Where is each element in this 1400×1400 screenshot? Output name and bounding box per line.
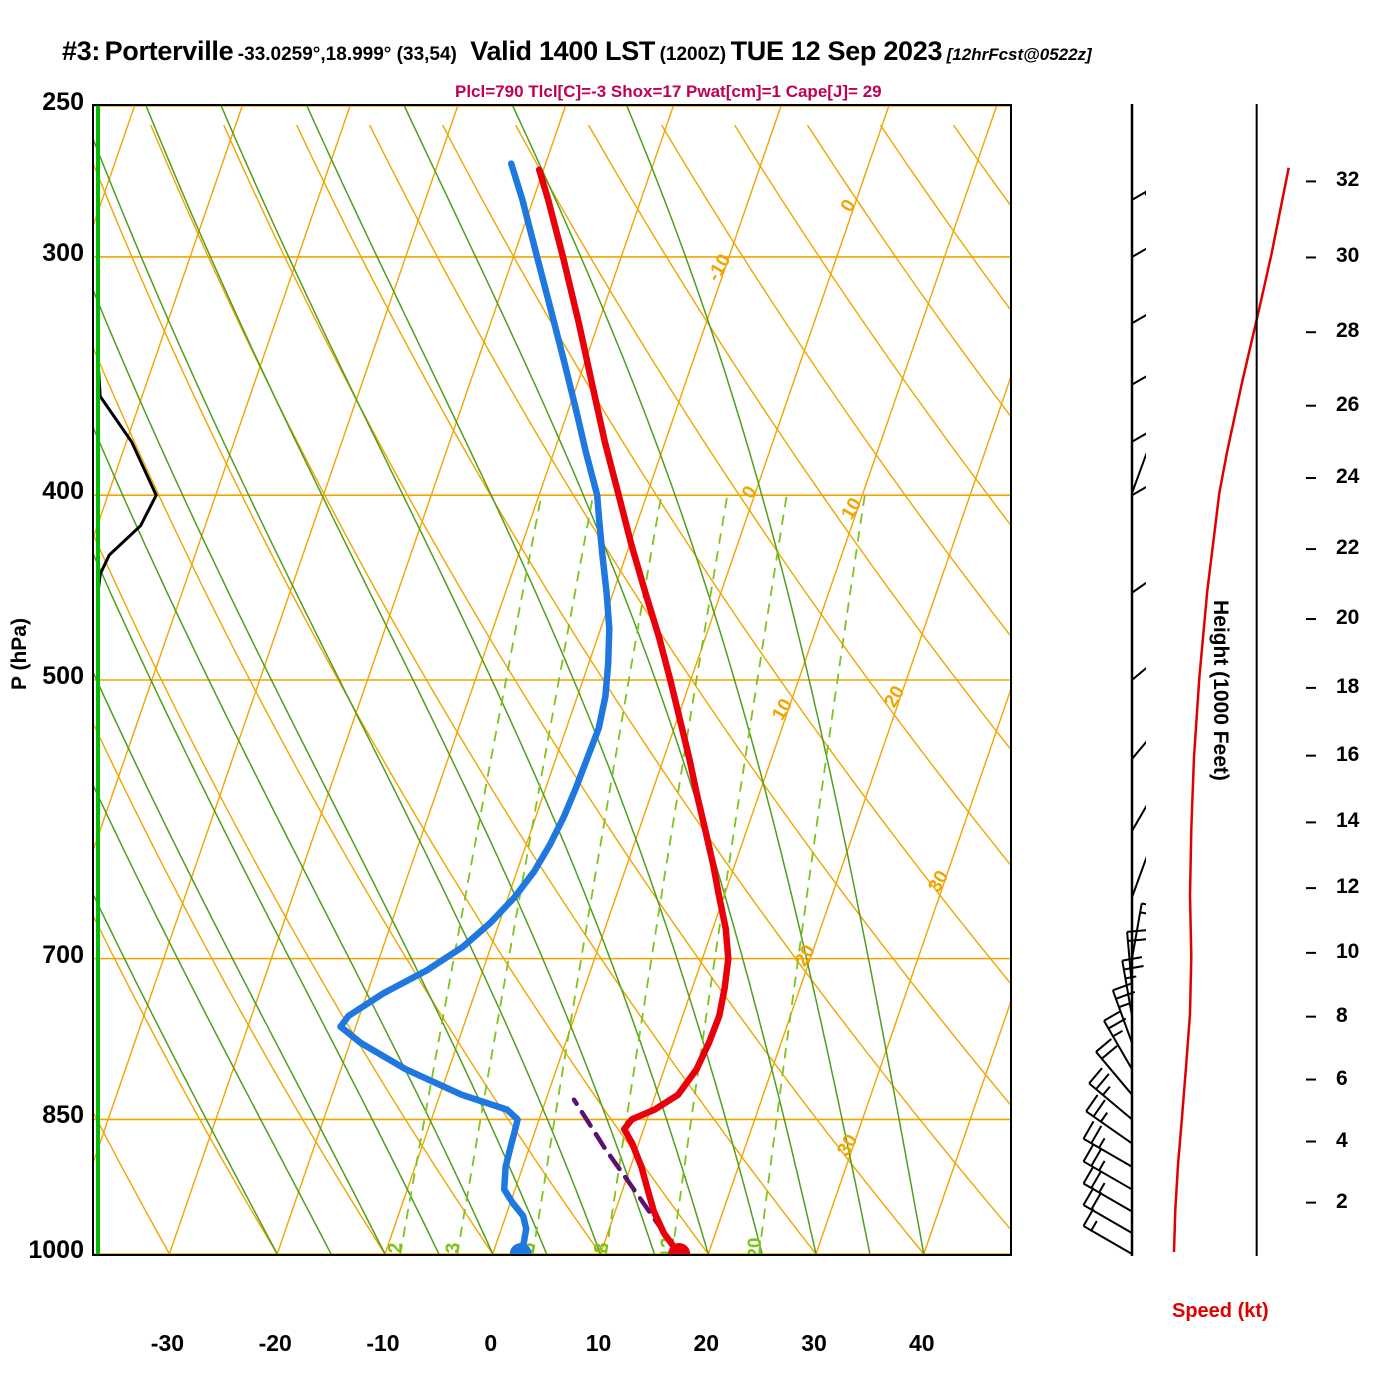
svg-text:3: 3 [443, 1243, 464, 1254]
height-tick-label: 32 [1336, 168, 1360, 192]
height-tick-label: 22 [1336, 536, 1360, 560]
wind-barb [1131, 781, 1178, 832]
temperature-tick-label: 0 [484, 1330, 498, 1356]
wind-speed-panel [1146, 104, 1316, 1256]
height-tick-label: 16 [1336, 742, 1360, 766]
height-tick-label: 28 [1336, 319, 1360, 343]
svg-text:20: 20 [791, 941, 820, 970]
wind-barb [1082, 1187, 1133, 1234]
wind-barb [1082, 1165, 1133, 1213]
wind-barb [1131, 412, 1191, 443]
forecast-tag: [12hrFcst@0522z] [946, 45, 1092, 64]
station-id: #3: [62, 36, 101, 66]
wind-barb-panel [1014, 104, 1192, 1256]
wind-speed-curve [1172, 167, 1290, 1253]
height-tick-label: 10 [1336, 939, 1360, 963]
wind-speed-svg [1172, 104, 1316, 1256]
station-coords: -33.0259°,18.999° (33,54) [237, 44, 457, 65]
wind-barb [1111, 982, 1136, 1044]
valid-time: Valid 1400 LST [470, 36, 656, 66]
height-tick-label: 12 [1336, 875, 1360, 899]
height-axis-title: Height (1000 Feet) [1209, 600, 1232, 781]
temperature-tick-label: 30 [801, 1330, 827, 1356]
temperature-tick-label: -30 [150, 1330, 185, 1356]
wind-barb [1131, 294, 1191, 325]
wind-barb [1095, 1038, 1133, 1096]
svg-text:30: 30 [833, 1131, 862, 1160]
height-tick-label: 20 [1336, 606, 1360, 630]
temperature-tick-label: -20 [258, 1330, 292, 1356]
wind-barb [1131, 355, 1191, 386]
pressure-tick-label: 1000 [28, 1236, 84, 1264]
sounding-parameters: Plcl=790 Tlcl[C]=-3 Shox=17 Pwat[cm]=1 C… [455, 82, 882, 101]
temperature-tick-label: 40 [908, 1330, 935, 1356]
pressure-tick-label: 400 [42, 477, 84, 506]
wind-barb [1088, 1067, 1133, 1121]
wind-barb-svg [1082, 104, 1192, 1256]
height-tick-label: 18 [1336, 674, 1360, 698]
svg-text:30: 30 [924, 867, 953, 896]
wind-barb [1082, 1208, 1133, 1255]
height-tick-label: 6 [1336, 1066, 1348, 1090]
speed-axis-title: Speed (kt) [1172, 1300, 1269, 1322]
title-bar: #3: Porterville -33.0259°,18.999° (33,54… [0, 36, 1400, 70]
height-tick-label: 8 [1336, 1003, 1348, 1027]
temperature-tick-label: 20 [693, 1330, 720, 1356]
pressure-tick-label: 250 [42, 88, 84, 116]
pressure-tick-label: 500 [42, 662, 84, 690]
wind-barb [1131, 228, 1191, 263]
valid-time-zulu: (1200Z) [659, 44, 727, 65]
valid-date: TUE 12 Sep 2023 [730, 36, 943, 66]
svg-text:8: 8 [592, 1243, 613, 1254]
surface-dewpoint-marker [509, 1243, 532, 1254]
svg-text:2: 2 [386, 1243, 407, 1254]
pressure-tick-label: 300 [42, 238, 84, 267]
wind-barb [1131, 170, 1191, 206]
height-tick-label: 26 [1336, 392, 1360, 416]
wind-barb [1131, 715, 1184, 760]
wind-barb [1085, 1094, 1133, 1145]
height-tick-label: 30 [1336, 244, 1360, 268]
wind-barb [1082, 1143, 1133, 1191]
height-tick-label: 24 [1336, 464, 1360, 488]
wind-barb [1131, 843, 1171, 898]
temperature-tick-label: -10 [366, 1330, 400, 1356]
pressure-tick-label: 850 [42, 1101, 84, 1130]
svg-text:-10: -10 [704, 251, 736, 285]
wind-barb [1131, 559, 1191, 594]
wind-barb [1082, 1120, 1133, 1168]
height-tick-label: 14 [1336, 809, 1360, 833]
height-tick-label: 2 [1336, 1189, 1348, 1213]
svg-text:10: 10 [768, 695, 797, 724]
pressure-tick-label: 700 [42, 940, 84, 969]
temperature-tick-label: 10 [585, 1330, 612, 1356]
height-tick-label: 4 [1336, 1128, 1348, 1152]
svg-text:20: 20 [880, 682, 909, 711]
wind-barb [1103, 1009, 1133, 1070]
station-name: Porterville [104, 36, 234, 66]
wind-barb [1131, 643, 1189, 681]
wind-barb [1121, 956, 1144, 1016]
surface-temperature-marker [668, 1243, 691, 1254]
svg-text:20: 20 [745, 1237, 766, 1254]
